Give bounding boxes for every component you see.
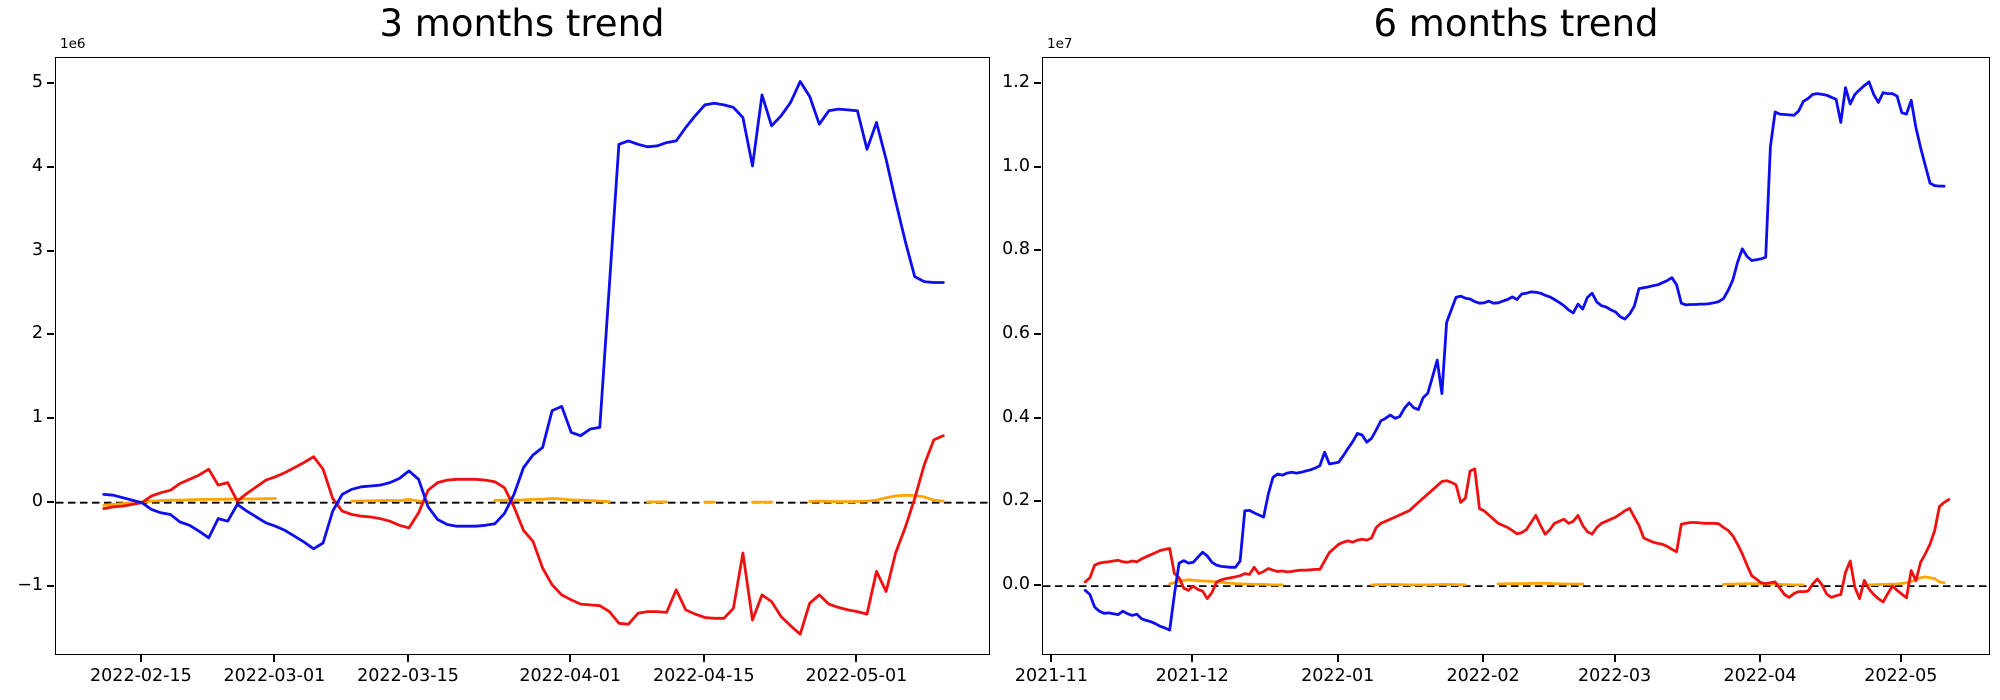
y-tick-label: 5 <box>31 72 43 92</box>
y-tick-mark <box>1034 416 1041 419</box>
y-tick-label: 0 <box>31 490 43 511</box>
y-tick-mark <box>47 500 54 503</box>
x-tick-mark <box>1759 655 1761 662</box>
orange-series-line <box>1370 583 1467 587</box>
orange-series-line <box>1867 575 1946 587</box>
x-tick-label: 2022-01 <box>1301 666 1375 686</box>
x-tick-label: 2022-04-01 <box>519 666 622 686</box>
x-tick-label: 2022-03-15 <box>357 666 459 686</box>
orange-series-line <box>808 493 945 504</box>
y-tick-mark <box>1034 500 1041 503</box>
x-tick-mark <box>1336 655 1339 662</box>
x-tick-mark <box>1191 655 1194 662</box>
x-tick-mark <box>407 655 409 662</box>
y-tick-mark <box>1034 165 1041 168</box>
y-tick-label: 3 <box>31 239 43 260</box>
chart-title: 3 months trend <box>379 2 665 45</box>
x-tick-mark <box>139 655 142 662</box>
plot-area <box>1043 80 1991 632</box>
y-tick-mark <box>1034 333 1041 335</box>
y-tick-mark <box>1034 81 1041 84</box>
blue-series-line <box>1083 80 1946 632</box>
chart-title: 6 months trend <box>1373 2 1659 45</box>
red-series-line <box>102 434 945 636</box>
x-tick-mark <box>855 655 858 662</box>
y-tick-label: 4 <box>31 155 43 176</box>
y-tick-mark <box>47 417 54 419</box>
x-tick-label: 2021-11 <box>1014 666 1088 686</box>
y-tick-label: 0.4 <box>1002 406 1030 427</box>
y-tick-label: 1.0 <box>1002 155 1030 176</box>
x-tick-mark <box>1482 655 1485 662</box>
x-tick-label: 2021-12 <box>1155 666 1229 686</box>
x-tick-mark <box>273 655 276 662</box>
axes-box <box>55 57 991 655</box>
x-tick-label: 2022-05-01 <box>805 666 908 686</box>
y-tick-label: 0.6 <box>1002 323 1030 343</box>
y-tick-mark <box>47 249 54 252</box>
y-tick-label: 0.2 <box>1002 490 1030 511</box>
y-tick-mark <box>47 82 54 84</box>
y-tick-label: 2 <box>31 323 43 344</box>
x-tick-mark <box>1613 655 1616 662</box>
x-tick-label: 2022-04-15 <box>652 666 755 686</box>
y-axis-offset-label: 1e6 <box>60 36 86 52</box>
x-tick-mark <box>1899 655 1902 662</box>
y-tick-label: 1.2 <box>1002 71 1030 92</box>
orange-series-line <box>102 497 277 507</box>
orange-series-line <box>1496 581 1585 586</box>
x-tick-label: 2022-03-01 <box>223 666 326 686</box>
y-tick-label: 0.8 <box>1002 239 1030 260</box>
plot-area <box>56 80 991 636</box>
y-tick-mark <box>47 333 54 336</box>
x-tick-label: 2022-02 <box>1446 666 1520 686</box>
y-tick-label: 1 <box>31 407 43 427</box>
red-series-line <box>1083 467 1951 604</box>
y-tick-mark <box>1034 584 1041 587</box>
y-tick-mark <box>47 584 54 587</box>
y-tick-mark <box>47 165 54 168</box>
x-tick-mark <box>1050 655 1053 662</box>
orange-series-line <box>350 498 430 504</box>
orange-series-line <box>493 497 611 504</box>
blue-series-line <box>102 80 945 551</box>
x-tick-label: 2022-03 <box>1578 666 1652 686</box>
axes-box <box>1042 57 1991 655</box>
x-tick-mark <box>569 655 572 662</box>
y-tick-label: 0.0 <box>1002 574 1030 595</box>
x-tick-label: 2022-02-15 <box>90 666 192 686</box>
y-axis-offset-label: 1e7 <box>1047 36 1073 52</box>
x-tick-mark <box>702 655 705 662</box>
orange-series-line <box>1168 578 1284 587</box>
x-tick-label: 2022-04 <box>1723 666 1797 686</box>
x-tick-label: 2022-05 <box>1864 666 1938 686</box>
y-tick-label: −1 <box>17 574 43 595</box>
y-tick-mark <box>1034 249 1041 252</box>
